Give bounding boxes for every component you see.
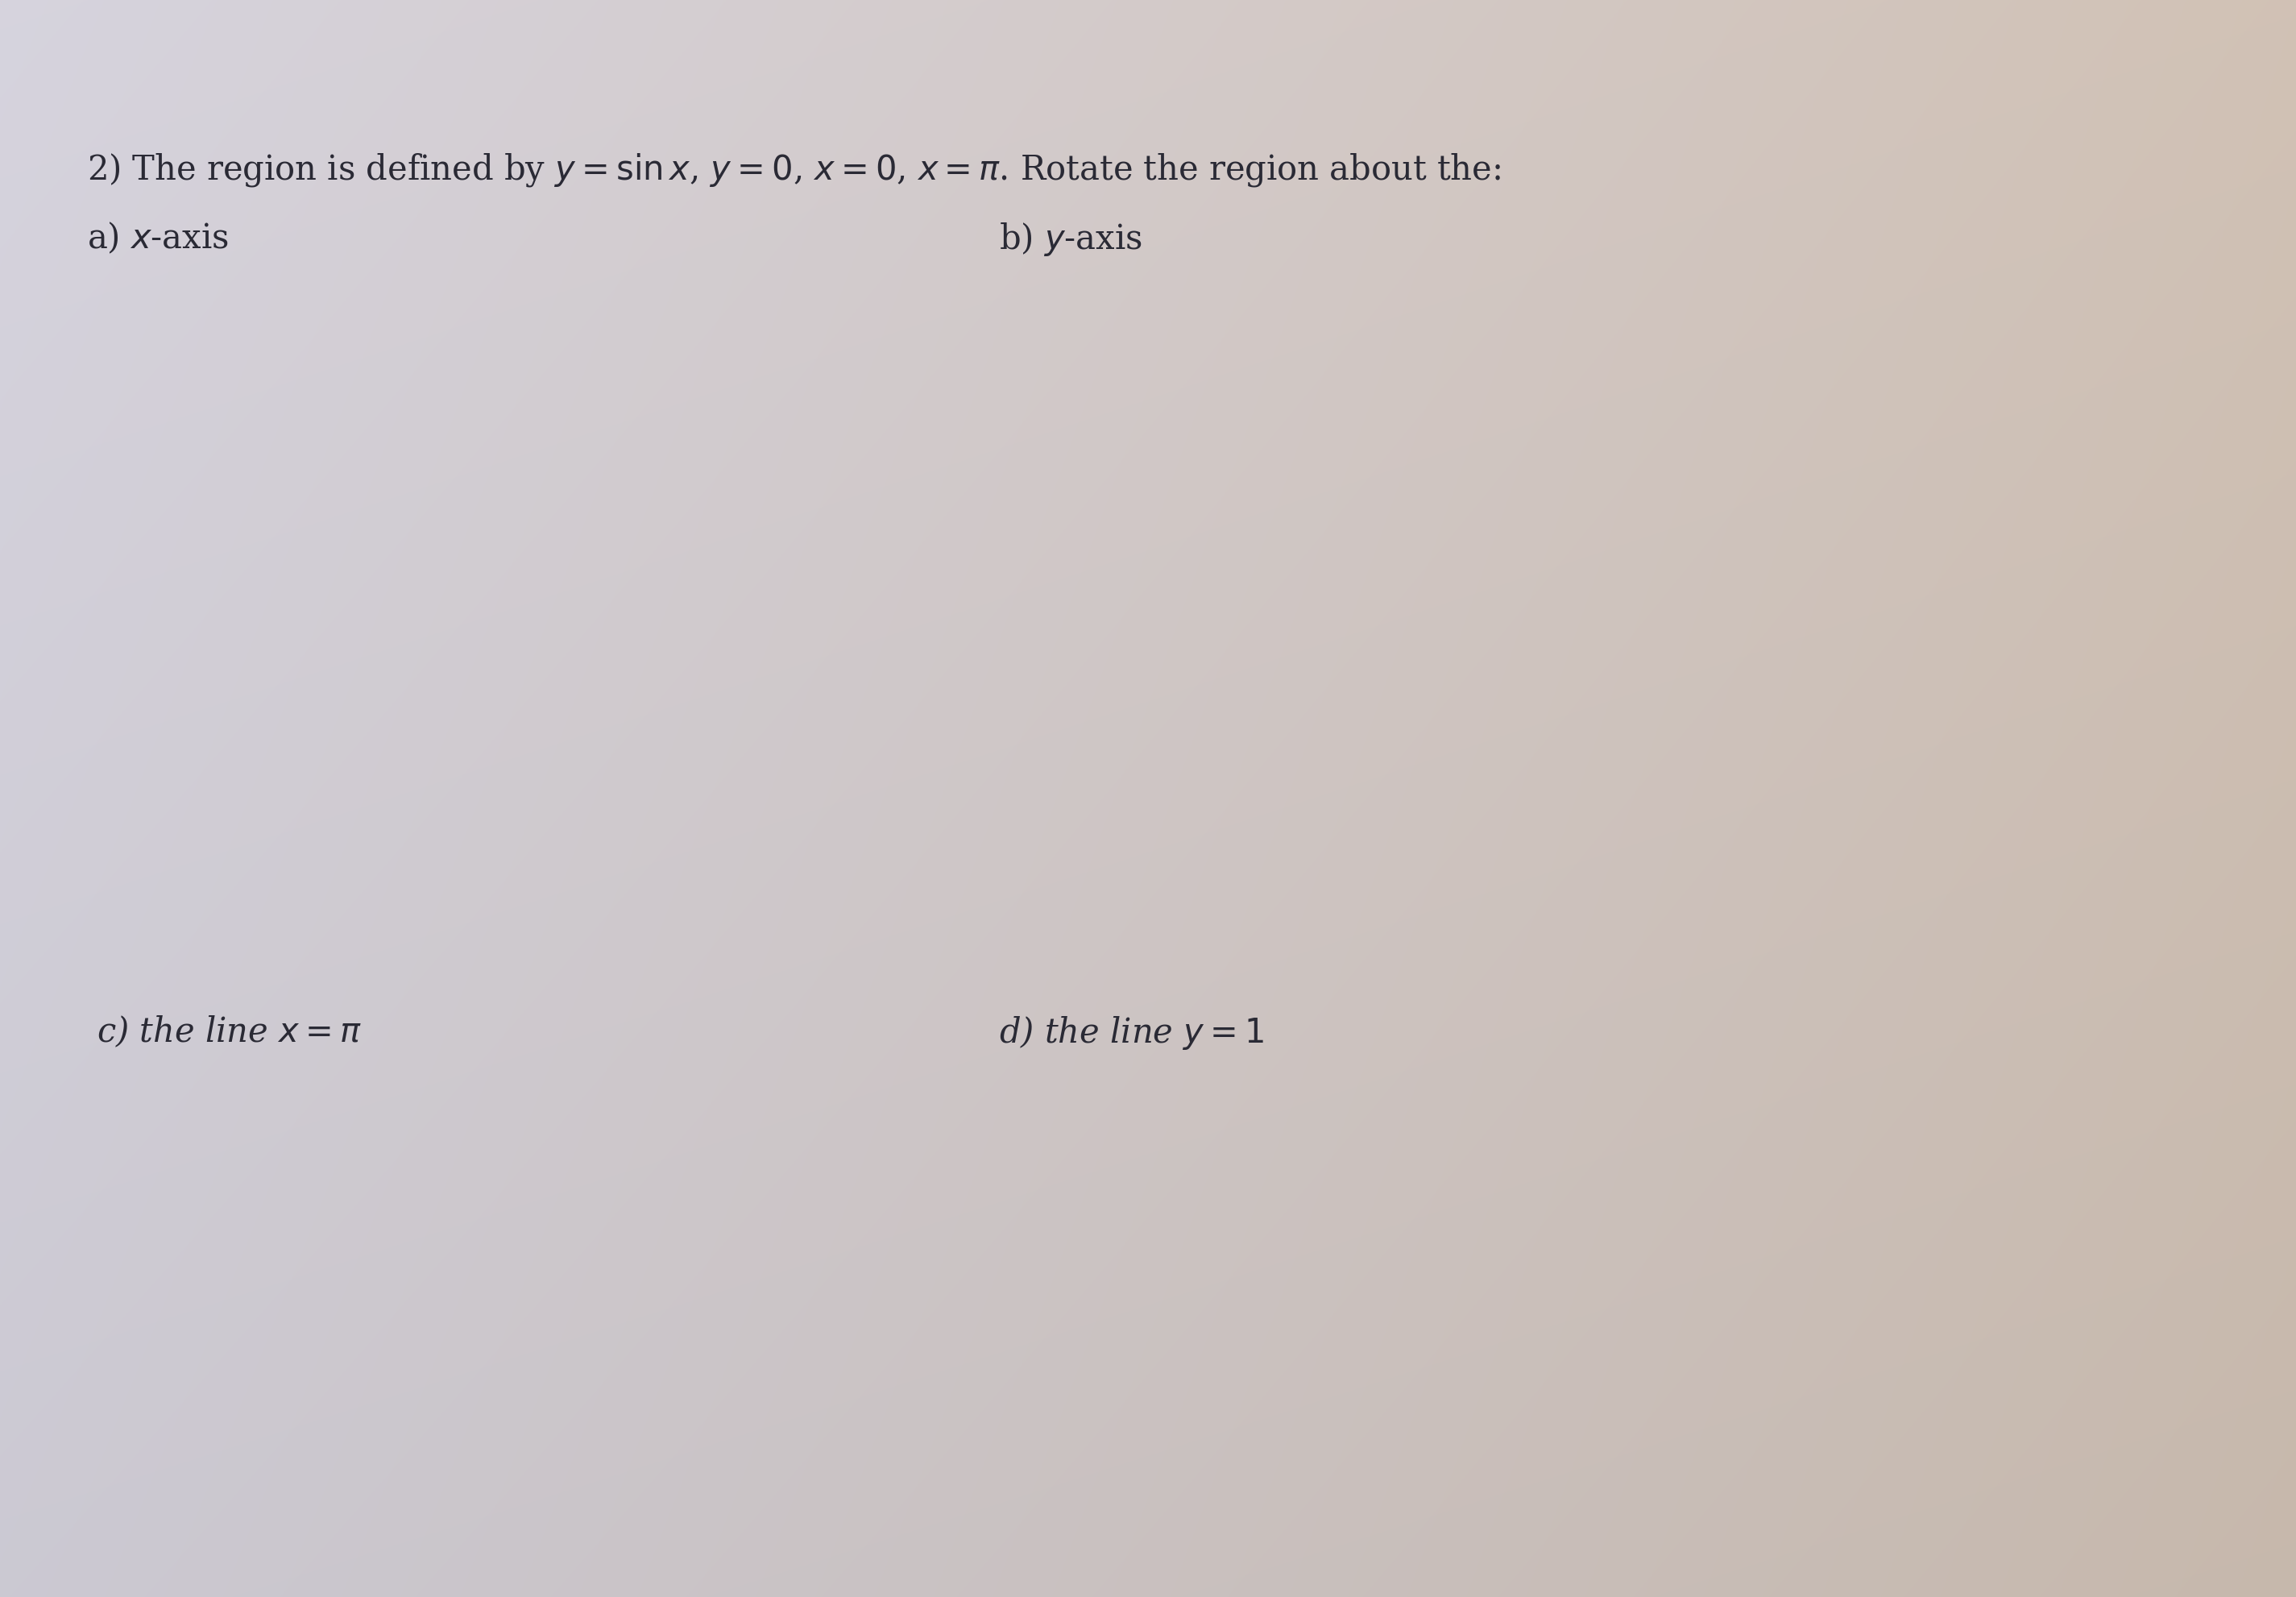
Text: 2) The region is defined by $y = \sin x$, $y = 0$, $x = 0$, $x = \pi$. Rotate th: 2) The region is defined by $y = \sin x$… xyxy=(87,152,1502,188)
Text: d) the line $y = 1$: d) the line $y = 1$ xyxy=(999,1014,1263,1051)
Text: b) $y$-axis: b) $y$-axis xyxy=(999,220,1141,257)
Text: a) $x$-axis: a) $x$-axis xyxy=(87,220,230,256)
Text: c) the line $x = \pi$: c) the line $x = \pi$ xyxy=(96,1014,360,1049)
